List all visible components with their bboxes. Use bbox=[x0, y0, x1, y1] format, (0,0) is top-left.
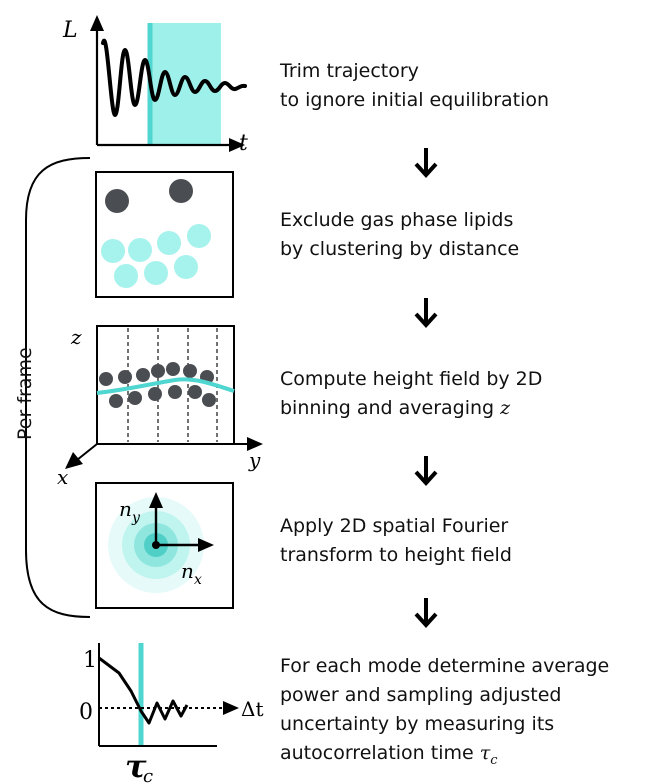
membrane-lipid bbox=[144, 261, 168, 285]
trajectory-panel: L t bbox=[62, 15, 248, 155]
per-frame-label: Per frame bbox=[14, 347, 36, 440]
nx-label: n bbox=[181, 559, 194, 583]
step-4-line-1: Apply 2D spatial Fourier bbox=[280, 515, 509, 537]
ny-label: n bbox=[119, 497, 132, 521]
down-arrow-icon bbox=[414, 298, 438, 328]
down-arrow-icon bbox=[414, 598, 438, 628]
nx-subscript: x bbox=[194, 572, 202, 588]
membrane-lipid bbox=[187, 224, 211, 248]
gas-phase-lipid bbox=[105, 189, 129, 213]
tau-c-label: τ bbox=[125, 747, 147, 783]
y-axis-label: y bbox=[248, 448, 261, 472]
tau-c-subscript: c bbox=[143, 766, 153, 783]
step-5-line-2: power and sampling adjusted bbox=[280, 684, 562, 706]
step-2-line-1: Exclude gas phase lipids bbox=[280, 209, 514, 231]
step-5-line-1: For each mode determine average bbox=[280, 655, 610, 677]
down-arrow-icon bbox=[414, 456, 438, 486]
membrane-lipid bbox=[128, 238, 152, 262]
step-2-line-2: by clustering by distance bbox=[280, 238, 520, 260]
step-5-line-4-text: autocorrelation time bbox=[280, 742, 480, 764]
delta-t-axis-label: Δt bbox=[241, 697, 263, 721]
step-5-line-3: uncertainty by measuring its bbox=[280, 713, 555, 735]
step-5-tau-symbol: τ bbox=[479, 742, 491, 764]
per-frame-bracket bbox=[25, 157, 91, 618]
height-field-panel: z x y bbox=[57, 325, 263, 487]
ny-subscript: y bbox=[131, 510, 141, 526]
membrane-lipid bbox=[101, 239, 125, 263]
step-1-line-1: Trim trajectory bbox=[280, 60, 419, 82]
z-axis-label: z bbox=[70, 325, 82, 349]
clustering-panel bbox=[95, 171, 234, 298]
membrane-lipid bbox=[174, 255, 198, 279]
down-arrow-icon bbox=[414, 148, 438, 178]
step-4-line-2: transform to height field bbox=[280, 544, 512, 566]
step-5-tau-subscript: c bbox=[490, 752, 498, 768]
gas-phase-lipid bbox=[169, 179, 193, 203]
tick-label-1: 1 bbox=[83, 648, 97, 673]
step-1-line-2: to ignore initial equilibration bbox=[280, 89, 550, 111]
step-3-text: Compute height field by 2D binning and a… bbox=[280, 365, 542, 423]
step-1-text: Trim trajectory to ignore initial equili… bbox=[280, 57, 549, 115]
step-5-line-4: autocorrelation time τc bbox=[280, 739, 609, 775]
y-axis-label-L: L bbox=[62, 18, 78, 43]
step-3-z-symbol: z bbox=[500, 397, 511, 419]
step-3-line-2-text: binning and averaging bbox=[280, 397, 501, 419]
membrane-lipid bbox=[114, 264, 138, 288]
membrane-lipid bbox=[157, 231, 181, 255]
fourier-panel: n y n x bbox=[95, 482, 234, 609]
step-2-text: Exclude gas phase lipids by clustering b… bbox=[280, 206, 519, 264]
step-4-text: Apply 2D spatial Fourier transform to he… bbox=[280, 512, 512, 570]
x-axis-label-t: t bbox=[239, 131, 248, 155]
step-5-text: For each mode determine average power an… bbox=[280, 652, 609, 775]
autocorrelation-panel: 1 0 Δt τ c bbox=[79, 643, 263, 783]
step-3-line-1: Compute height field by 2D bbox=[280, 368, 543, 390]
step-3-line-2: binning and averaging z bbox=[280, 394, 542, 423]
tick-label-0: 0 bbox=[79, 700, 93, 725]
x-axis-label: x bbox=[57, 465, 68, 487]
